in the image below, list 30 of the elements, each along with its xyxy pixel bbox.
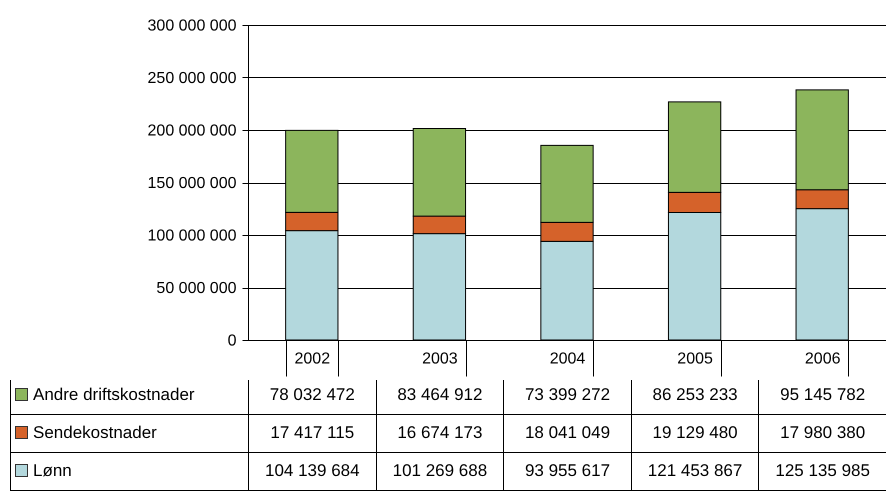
- x-tick-label: 2003: [422, 350, 458, 368]
- y-tick-label: 0: [228, 332, 237, 350]
- data-label: 95 145 782: [758, 376, 886, 414]
- data-label: 125 135 985: [758, 452, 886, 490]
- data-label: 17 417 115: [248, 414, 376, 452]
- data-label: 121 453 867: [631, 452, 759, 490]
- x-tick-label: 2005: [677, 350, 713, 368]
- data-label: 18 041 049: [504, 414, 632, 452]
- legend-label: Sendekostnader: [10, 414, 248, 452]
- y-tick-label: 100 000 000: [148, 228, 237, 244]
- data-label: 73 399 272: [504, 376, 632, 414]
- data-label: 17 980 380: [758, 414, 886, 452]
- x-tick-label: 2002: [294, 350, 330, 368]
- x-tick-label: 2004: [550, 350, 586, 368]
- legend-label: Lønn: [10, 452, 248, 490]
- data-label: 93 955 617: [504, 452, 632, 490]
- y-tick-label: 50 000 000: [156, 280, 237, 297]
- data-label: 19 129 480: [631, 414, 759, 452]
- data-label: 86 253 233: [631, 376, 759, 414]
- y-tick-label: 200 000 000: [148, 122, 237, 140]
- data-label: 104 139 684: [248, 452, 376, 490]
- data-label: 78 032 472: [248, 376, 376, 414]
- y-tick-label: 300 000 000: [148, 18, 237, 34]
- data-label: 101 269 688: [376, 452, 504, 490]
- y-tick-label: 150 000 000: [148, 175, 237, 192]
- y-tick-label: 250 000 000: [148, 70, 237, 87]
- legend-label: Andre driftskostnader: [10, 376, 248, 414]
- data-label: 83 464 912: [376, 376, 504, 414]
- data-label: 16 674 173: [376, 414, 504, 452]
- x-tick-label: 2006: [804, 350, 841, 368]
